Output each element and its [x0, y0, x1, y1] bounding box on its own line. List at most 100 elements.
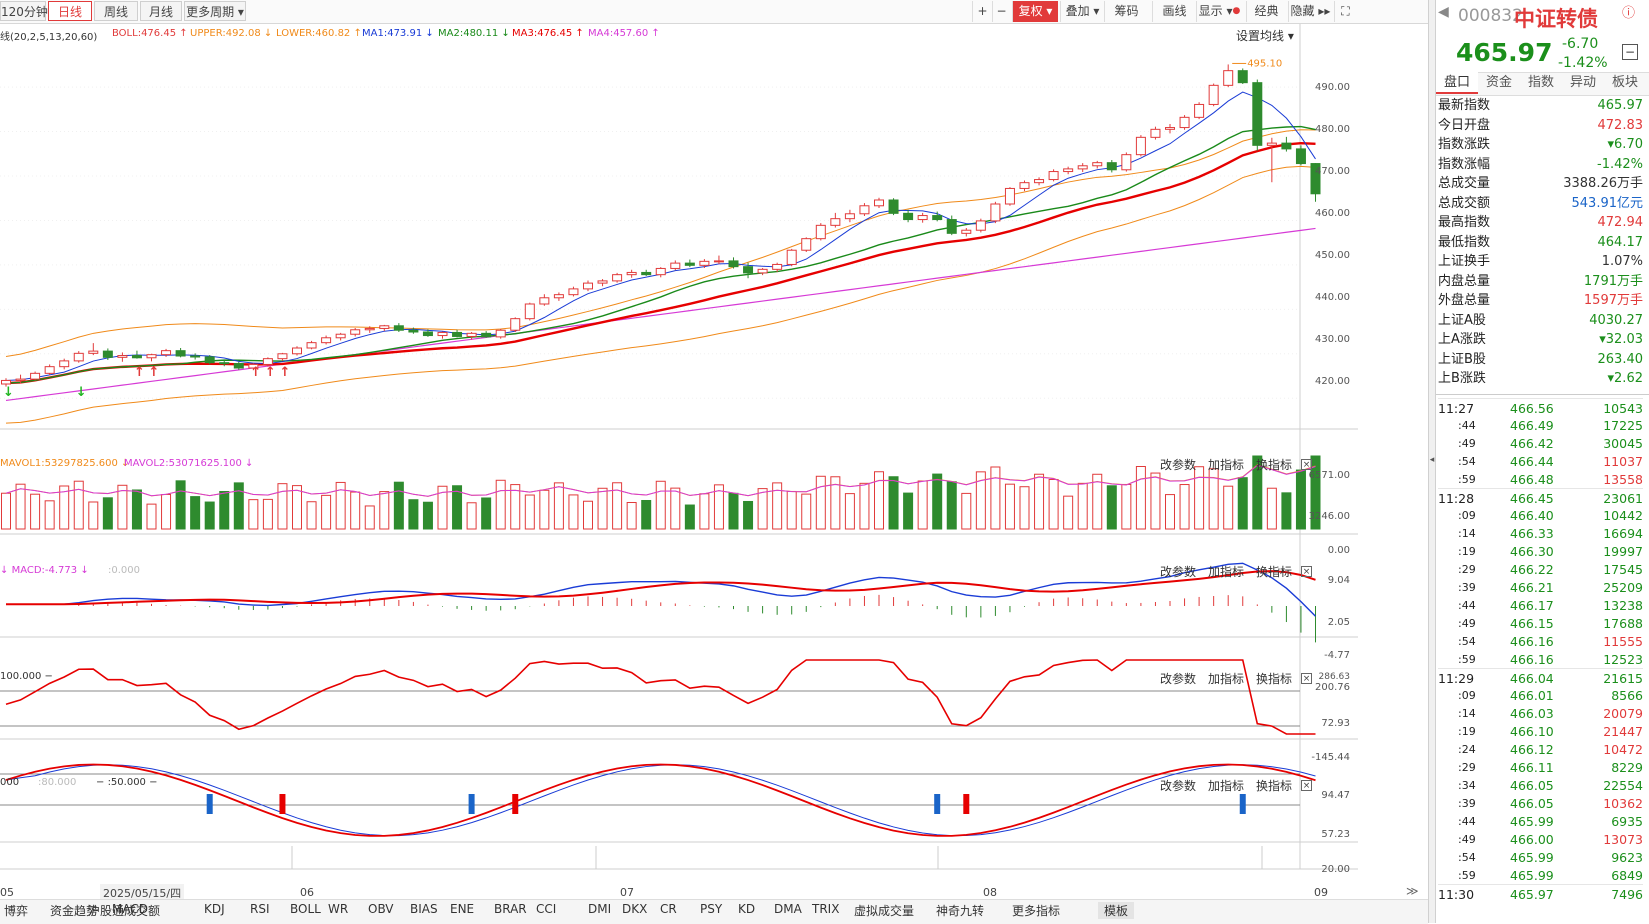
tick-price: 466.15 [1510, 616, 1554, 631]
indicator-tab[interactable]: DKX [622, 902, 648, 916]
kdj-add-indicator[interactable]: 加指标 [1208, 779, 1245, 793]
chips-button[interactable]: 筹码 [1104, 1, 1148, 22]
kdj-close-icon[interactable]: × [1301, 780, 1312, 791]
cci-add-indicator[interactable]: 加指标 [1208, 672, 1245, 686]
indicator-tab[interactable]: MACD [112, 902, 148, 916]
tick-price: 466.48 [1510, 472, 1554, 487]
indicator-tab[interactable]: 更多指标 [1012, 904, 1061, 918]
quote-tab-movement[interactable]: 异动 [1569, 75, 1596, 90]
candle-body [612, 274, 623, 282]
classic-button[interactable]: 经典 [1246, 1, 1286, 22]
indicator-tab[interactable]: DMI [588, 902, 612, 916]
kdj-edit-param[interactable]: 改参数 [1160, 779, 1197, 793]
vol-add-indicator[interactable]: 加指标 [1208, 458, 1245, 472]
candle-body [1310, 163, 1321, 195]
quote-tab-funds[interactable]: 资金 [1485, 75, 1512, 90]
tab-weekly[interactable]: 周线 [94, 1, 138, 21]
quote-tab-index[interactable]: 指数 [1527, 75, 1554, 90]
panel-splitter[interactable]: ◂ [1428, 0, 1436, 923]
tick-volume: 23061 [1603, 491, 1643, 506]
indicator-tab[interactable]: 沪股通成交额 [88, 904, 161, 918]
quote-info-icon[interactable]: ⓘ [1622, 6, 1636, 21]
macd-add-indicator[interactable]: 加指标 [1208, 565, 1245, 579]
indicator-tab[interactable]: WR [328, 902, 349, 916]
volume-bar [321, 494, 332, 530]
ma-setting-button[interactable]: 设置均线 ▾ [1236, 29, 1294, 43]
macd-close-icon[interactable]: × [1301, 566, 1312, 577]
tab-120min[interactable]: 120分钟 [0, 1, 48, 21]
indicator-tab[interactable]: CCI [536, 902, 557, 916]
indicator-tab[interactable]: TRIX [812, 902, 840, 916]
quote-tab-sector[interactable]: 板块 [1611, 75, 1638, 90]
volume-bar [1295, 469, 1306, 530]
indicator-tab[interactable]: 虚拟成交量 [854, 904, 915, 918]
tab-monthly[interactable]: 月线 [140, 1, 182, 21]
kdj-switch-indicator[interactable]: 换指标 [1256, 779, 1293, 793]
indicator-tab[interactable]: DMA [774, 902, 802, 916]
hide-button[interactable]: 隐藏 ▸▸ [1288, 1, 1332, 22]
indicator-tab[interactable]: KDJ [204, 902, 225, 916]
volume-bar [699, 493, 710, 530]
vol-edit-param[interactable]: 改参数 [1160, 458, 1197, 472]
indicator-tab[interactable]: KD [738, 902, 756, 916]
indicator-tab[interactable]: OBV [368, 902, 394, 916]
vol-switch-indicator[interactable]: 换指标 [1256, 458, 1293, 472]
volume-bar [1077, 482, 1088, 530]
volume-bar [524, 494, 535, 530]
adjust-button[interactable]: 复权 ▾ [1012, 1, 1058, 22]
indicator-tab[interactable]: 神奇九转 [936, 904, 985, 918]
indicator-tab[interactable]: CR [660, 902, 677, 916]
fullscreen-icon[interactable]: ⛶ [1334, 1, 1356, 22]
cci-close-icon[interactable]: × [1301, 673, 1312, 684]
tick-time: :59 [1458, 473, 1476, 486]
macd-edit-param[interactable]: 改参数 [1160, 565, 1197, 579]
tick-volume: 30045 [1603, 436, 1643, 451]
quote-row-label: 今日开盘 [1438, 117, 1491, 133]
tick-time: :34 [1458, 779, 1476, 792]
indicator-tab[interactable]: PSY [700, 902, 723, 916]
tick-price: 466.44 [1510, 454, 1554, 469]
candle-body [932, 215, 943, 221]
kdj-value-a: 000 [0, 777, 20, 788]
volume-bar [175, 480, 186, 530]
cci-switch-indicator[interactable]: 换指标 [1256, 672, 1293, 686]
quote-change: -6.70 [1562, 36, 1599, 52]
tab-more-periods[interactable]: 更多周期 ▾ [184, 1, 246, 21]
indicator-tab[interactable]: BRAR [494, 902, 527, 916]
indicator-tab[interactable]: RSI [250, 902, 270, 916]
macd-switch-indicator[interactable]: 换指标 [1256, 565, 1293, 579]
indicator-tab[interactable]: 资金趋势 [50, 904, 99, 918]
cci-edit-param[interactable]: 改参数 [1160, 672, 1197, 686]
zoom-in-button[interactable]: + [972, 1, 992, 22]
candle-body [379, 325, 390, 329]
back-icon[interactable]: ◀ [1438, 4, 1449, 20]
scroll-right-icon[interactable]: ≫ [1406, 884, 1419, 898]
draw-line-button[interactable]: 画线 [1152, 1, 1196, 22]
date-cursor-label: 2025/05/15/四 [100, 884, 185, 902]
macd-tick: 9.04 [1327, 575, 1350, 586]
candle-body [1266, 142, 1277, 146]
tick-price: 466.22 [1510, 562, 1554, 577]
cci-value: 100.000 − [0, 671, 53, 682]
quote-divider [1436, 394, 1649, 395]
indicator-tab[interactable]: BIAS [410, 902, 438, 916]
candle-body [583, 282, 593, 290]
quote-tab-handicap[interactable]: 盘口 [1436, 72, 1478, 94]
candle-body [117, 355, 128, 358]
indicator-tab[interactable]: BOLL [290, 902, 321, 916]
collapse-icon[interactable]: − [1622, 44, 1638, 60]
zoom-out-button[interactable]: − [992, 1, 1010, 22]
display-button[interactable]: 显示 ▾● [1196, 1, 1242, 22]
tick-price: 466.01 [1510, 688, 1554, 703]
tab-daily[interactable]: 日线 [48, 1, 92, 21]
overlay-button[interactable]: 叠加 ▾ [1060, 1, 1104, 22]
boll-lower-line [5, 165, 1316, 424]
indicator-tab[interactable]: 博弈 [4, 904, 29, 918]
indicator-tab[interactable]: ENE [450, 902, 475, 916]
indicator-tab[interactable]: 模板 [1098, 902, 1135, 919]
vol-close-icon[interactable]: × [1301, 459, 1312, 470]
volume-bar [379, 491, 390, 530]
stock-chart-area[interactable]: 495.10↓ ↓↑ ↑ ↑ ↑ ↑ [0, 24, 1360, 892]
candle-body [553, 294, 564, 299]
macd-tick: 2.05 [1327, 617, 1350, 628]
